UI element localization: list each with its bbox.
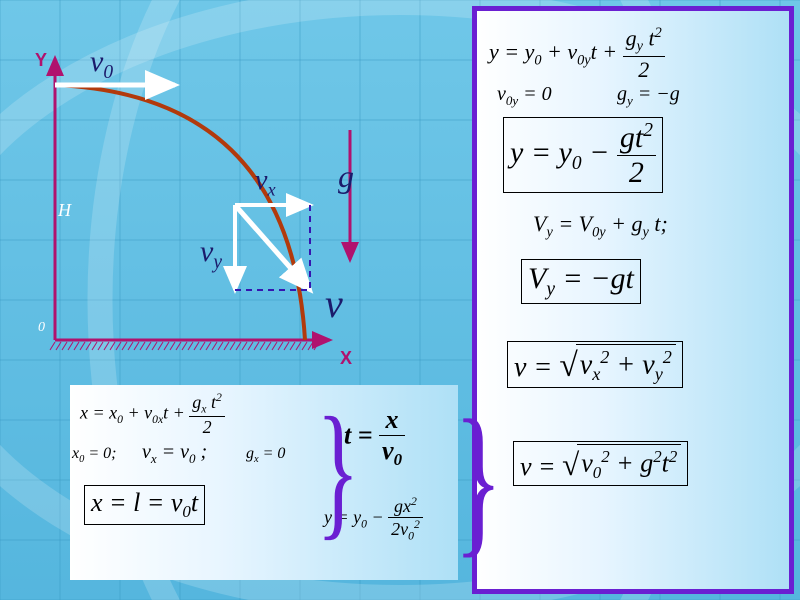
physics-slide: YX0Hv0vxvyvg y = y0 + v0yt + gy t22v0y =… [0,0,800,600]
right-equation-panel: y = y0 + v0yt + gy t22v0y = 0gy = −gy = … [472,6,794,594]
bottom-equation-panel: x = x0 + v0xt + gx t22x0 = 0;vx = v0 ;gx… [70,385,458,580]
